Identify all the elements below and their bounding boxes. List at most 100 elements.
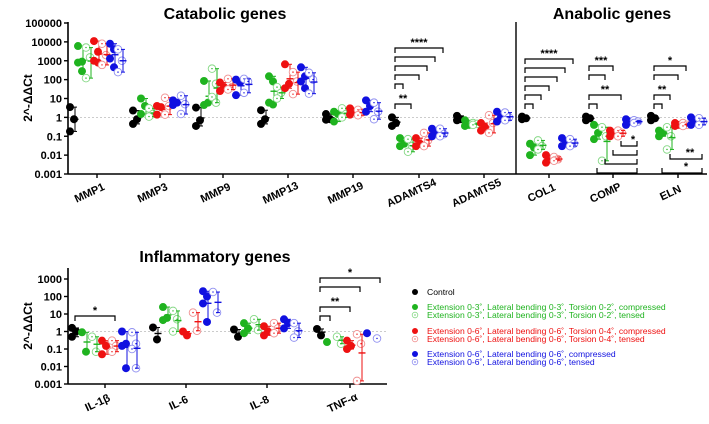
category-label-MMP9: MMP9 (199, 181, 233, 205)
category-label-IL-1β: IL-1β (83, 392, 112, 414)
data-point-center (85, 46, 87, 49)
data-point-center (341, 116, 343, 119)
data-point-center (633, 122, 635, 124)
data-point-center (243, 78, 245, 80)
data-point-center (439, 128, 441, 130)
significance-bracket (394, 56, 436, 62)
data-point-center (227, 88, 229, 91)
significance-label: * (684, 161, 689, 173)
data-point-center (423, 145, 425, 147)
anabolic-title: Anabolic genes (553, 6, 671, 23)
significance-bracket (74, 315, 116, 321)
data-point-center (111, 351, 113, 353)
data-point-center (89, 56, 91, 59)
data-point (98, 350, 106, 359)
category-label-ADAMTS4: ADAMTS4 (385, 176, 439, 210)
data-point-center (135, 343, 137, 345)
data-point-center (682, 125, 684, 127)
significance-bracket (524, 85, 550, 91)
data-point-center (698, 117, 700, 119)
significance-bracket (669, 154, 703, 160)
legend-label-C: Control (427, 287, 455, 297)
data-point-center (211, 67, 213, 70)
category-label-IL-8: IL-8 (248, 394, 271, 413)
data-point-center (192, 311, 194, 314)
plots: 0.001 0.01 0.1 1 10 100 1000 10000 100000 MMP1 MMP… (25, 18, 708, 415)
category-label-IL-6: IL-6 (167, 394, 190, 413)
legend-marker (412, 289, 418, 295)
data-point-center (666, 148, 668, 151)
y-tick-label: 1 (56, 112, 62, 124)
data-point-center (537, 139, 539, 142)
significance-bracket (319, 315, 331, 321)
data-point (281, 84, 289, 93)
data-point-center (164, 97, 166, 99)
data-point (477, 126, 485, 135)
y-tick-label: 10000 (31, 37, 62, 49)
data-point (74, 42, 82, 51)
data-point (297, 63, 305, 72)
data-point (362, 96, 370, 105)
data-point (260, 331, 268, 340)
significance-label: *** (595, 55, 609, 67)
data-point (453, 116, 461, 125)
significance-label: * (668, 55, 673, 67)
panel-1: 0.001 0.01 0.1 1 10 100 1000 IL-1β IL-6 IL-8 TNF-α… (34, 267, 387, 415)
data-point-center (172, 330, 174, 333)
category-label-ELN: ELN (658, 183, 683, 203)
data-point-center (176, 318, 178, 320)
significance-bracket (588, 74, 606, 80)
catabolic-title: Catabolic genes (164, 6, 287, 23)
data-point-center (227, 78, 229, 80)
legend: Control Extension 0-3˚, Lateral bending 0… (411, 287, 666, 367)
significance-bracket (319, 286, 361, 292)
data-point (257, 106, 265, 115)
significance-bracket (596, 168, 638, 174)
data-point (558, 142, 566, 151)
data-point-center (553, 160, 555, 162)
data-point (388, 113, 396, 122)
data-point (106, 39, 114, 48)
significance-label: * (93, 305, 98, 317)
y-tick-label: 0.1 (47, 344, 62, 356)
data-point-center (180, 95, 182, 97)
significance-bracket (588, 65, 614, 71)
y-tick-label: 0.01 (41, 362, 62, 374)
significance-bracket (653, 94, 671, 100)
panel-0: 0.001 0.01 0.1 1 10 100 1000 10000 100000 MMP1 MMP… (25, 18, 708, 210)
data-point (330, 117, 338, 126)
data-point (192, 121, 200, 130)
significance-bracket (588, 103, 598, 109)
data-point-center (308, 72, 310, 74)
y-tick-label: 10 (50, 309, 62, 321)
data-point-center (276, 97, 278, 100)
data-point-center (617, 135, 619, 137)
data-point (396, 142, 404, 151)
data-point-center (341, 107, 343, 110)
inflammatory-title: Inflammatory genes (139, 249, 290, 266)
data-point-center (292, 71, 294, 73)
data-point-center (253, 318, 255, 320)
data-point-center (276, 86, 278, 88)
data-point (323, 338, 331, 347)
data-point-center (373, 118, 375, 120)
data-point (281, 60, 289, 69)
significance-label: ** (601, 84, 610, 96)
data-point (493, 107, 501, 116)
data-point-center (407, 138, 409, 140)
data-point-center (148, 115, 150, 118)
data-point (118, 327, 126, 336)
significance-label: ** (331, 296, 340, 308)
significance-bracket (319, 306, 351, 312)
data-point-center (504, 119, 506, 121)
significance-label: **** (410, 37, 428, 49)
significance-bracket (394, 103, 412, 109)
data-point-center (292, 93, 294, 95)
data-point (346, 110, 354, 119)
data-point (671, 121, 679, 130)
category-label-COMP: COMP (588, 181, 623, 206)
data-point-center (131, 348, 133, 350)
data-point (526, 151, 534, 160)
significance-bracket (661, 168, 703, 174)
data-point-center (357, 109, 359, 111)
